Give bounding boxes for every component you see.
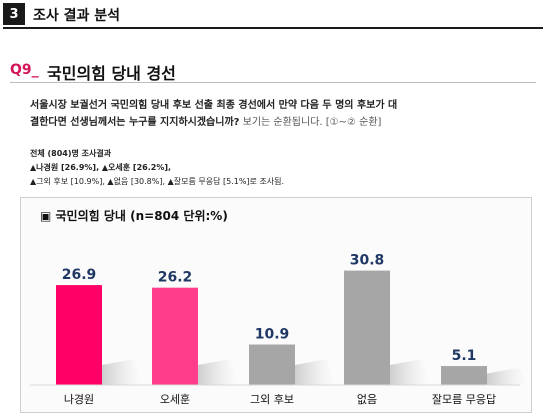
category-label-5: 잘모름 무응답 [432, 393, 496, 406]
bar-3 [249, 344, 295, 385]
section-header: 3 조사 결과 분석 [3, 3, 543, 29]
question-text-line1: 서울시장 보궐선거 국민의힘 당내 후보 선출 최종 경선에서 만약 다음 두 … [30, 100, 398, 111]
question-divider [10, 82, 536, 83]
header-divider [3, 27, 543, 29]
chart-title: ▣ 국민의힘 당내 (n=804 단위:%) [40, 209, 228, 223]
bar-2 [152, 287, 198, 385]
summary-heading: 전체 (804)명 조사결과 [30, 149, 112, 158]
section-title: 조사 결과 분석 [33, 8, 121, 24]
summary-line2: ▲그외 후보 [10.9%], ▲없음 [30.8%], ▲잘모름 무응답 [5… [30, 177, 285, 186]
bar-shadow [198, 359, 238, 385]
bar-4 [344, 270, 390, 385]
result-summary: 전체 (804)명 조사결과 ▲나경원 [26.9%], ▲오세훈 [26.2%… [30, 147, 284, 189]
section-number-badge: 3 [3, 3, 25, 25]
value-label-1: 26.9 [62, 267, 97, 283]
category-label-3: 그외 후보 [250, 393, 294, 406]
question-note: 보기는 순환됩니다. [①~② 순환] [239, 117, 382, 128]
question-text-line2: 결한다면 선생님께서는 누구를 지지하시겠습니까? [30, 117, 240, 128]
bar-chart: 26.9 나경원 26.2 오세훈 10.9 그외 후보 30.8 없음 5.1 잘모름 무응답 [30, 253, 527, 406]
bar-shadow [102, 359, 142, 385]
category-label-1: 나경원 [64, 393, 94, 406]
bar-5 [441, 366, 487, 385]
question-code: Q9_ [10, 62, 39, 78]
bar-shadow [487, 367, 527, 385]
value-label-3: 10.9 [255, 327, 290, 343]
value-label-2: 26.2 [158, 270, 193, 286]
bar-shadow [390, 359, 430, 385]
bar-shadow [295, 359, 335, 385]
question-title: 국민의힘 당내 경선 [47, 64, 176, 83]
value-label-5: 5.1 [452, 348, 477, 364]
category-label-4: 없음 [357, 393, 377, 406]
value-label-4: 30.8 [350, 253, 385, 269]
question-text: 서울시장 보궐선거 국민의힘 당내 후보 선출 최종 경선에서 만약 다음 두 … [30, 97, 535, 131]
bar-1 [56, 285, 102, 385]
summary-line1: ▲나경원 [26.9%], ▲오세훈 [26.2%], [30, 163, 172, 172]
category-label-2: 오세훈 [160, 393, 190, 406]
